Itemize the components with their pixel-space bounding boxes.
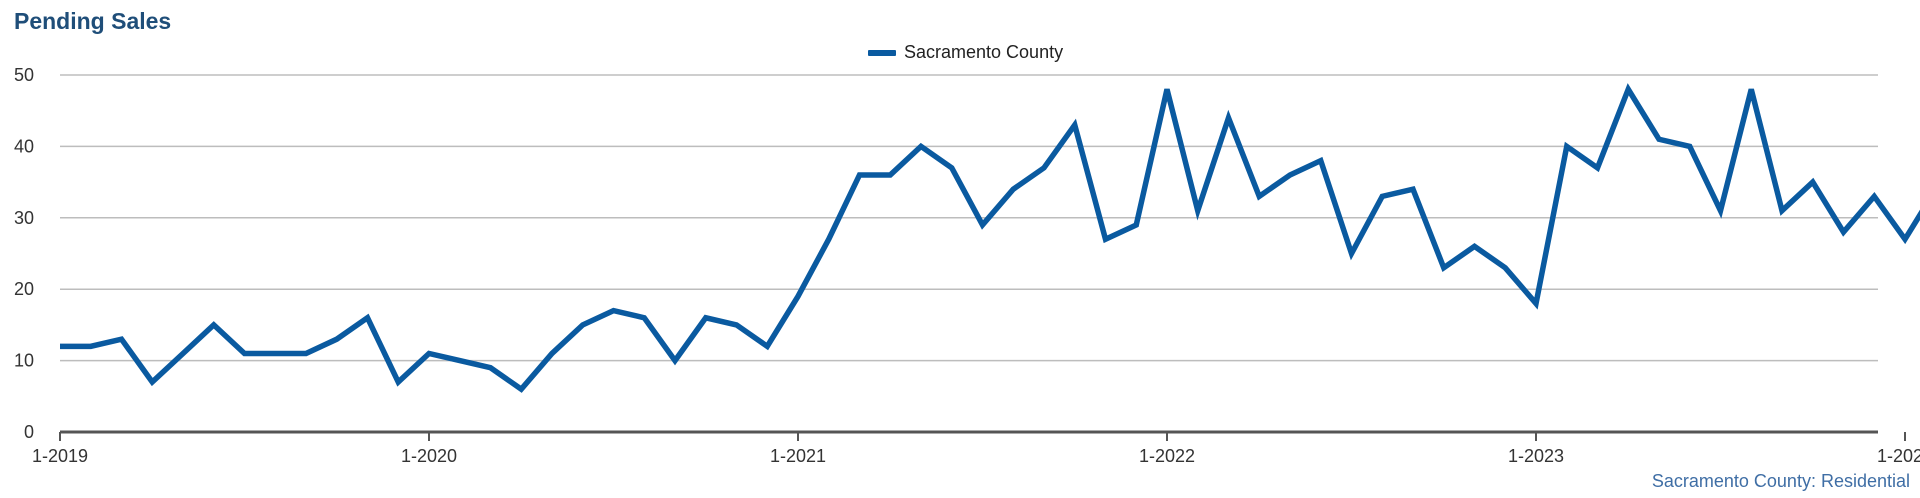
series-line-0 bbox=[60, 83, 1920, 393]
legend-label: Sacramento County bbox=[904, 42, 1064, 62]
legend: Sacramento County bbox=[868, 42, 1063, 63]
x-tick-label: 1-2021 bbox=[770, 446, 826, 466]
chart-title: Pending Sales bbox=[14, 8, 172, 34]
y-tick-label: 30 bbox=[14, 208, 34, 228]
legend-swatch bbox=[868, 49, 896, 56]
y-tick-label: 40 bbox=[14, 136, 34, 156]
y-tick-label: 10 bbox=[14, 351, 34, 371]
x-tick-label: 1-2022 bbox=[1139, 446, 1195, 466]
chart-footer: Sacramento County: Residential bbox=[1651, 471, 1910, 491]
x-tick-label: 1-2019 bbox=[32, 446, 88, 466]
y-tick-label: 20 bbox=[14, 279, 34, 299]
x-tick-label: 1-2020 bbox=[401, 446, 457, 466]
x-tick-label: 1-2023 bbox=[1508, 446, 1564, 466]
x-tick-label: 1-2024 bbox=[1877, 446, 1920, 466]
y-tick-label: 0 bbox=[24, 422, 34, 442]
y-tick-label: 50 bbox=[14, 65, 34, 85]
